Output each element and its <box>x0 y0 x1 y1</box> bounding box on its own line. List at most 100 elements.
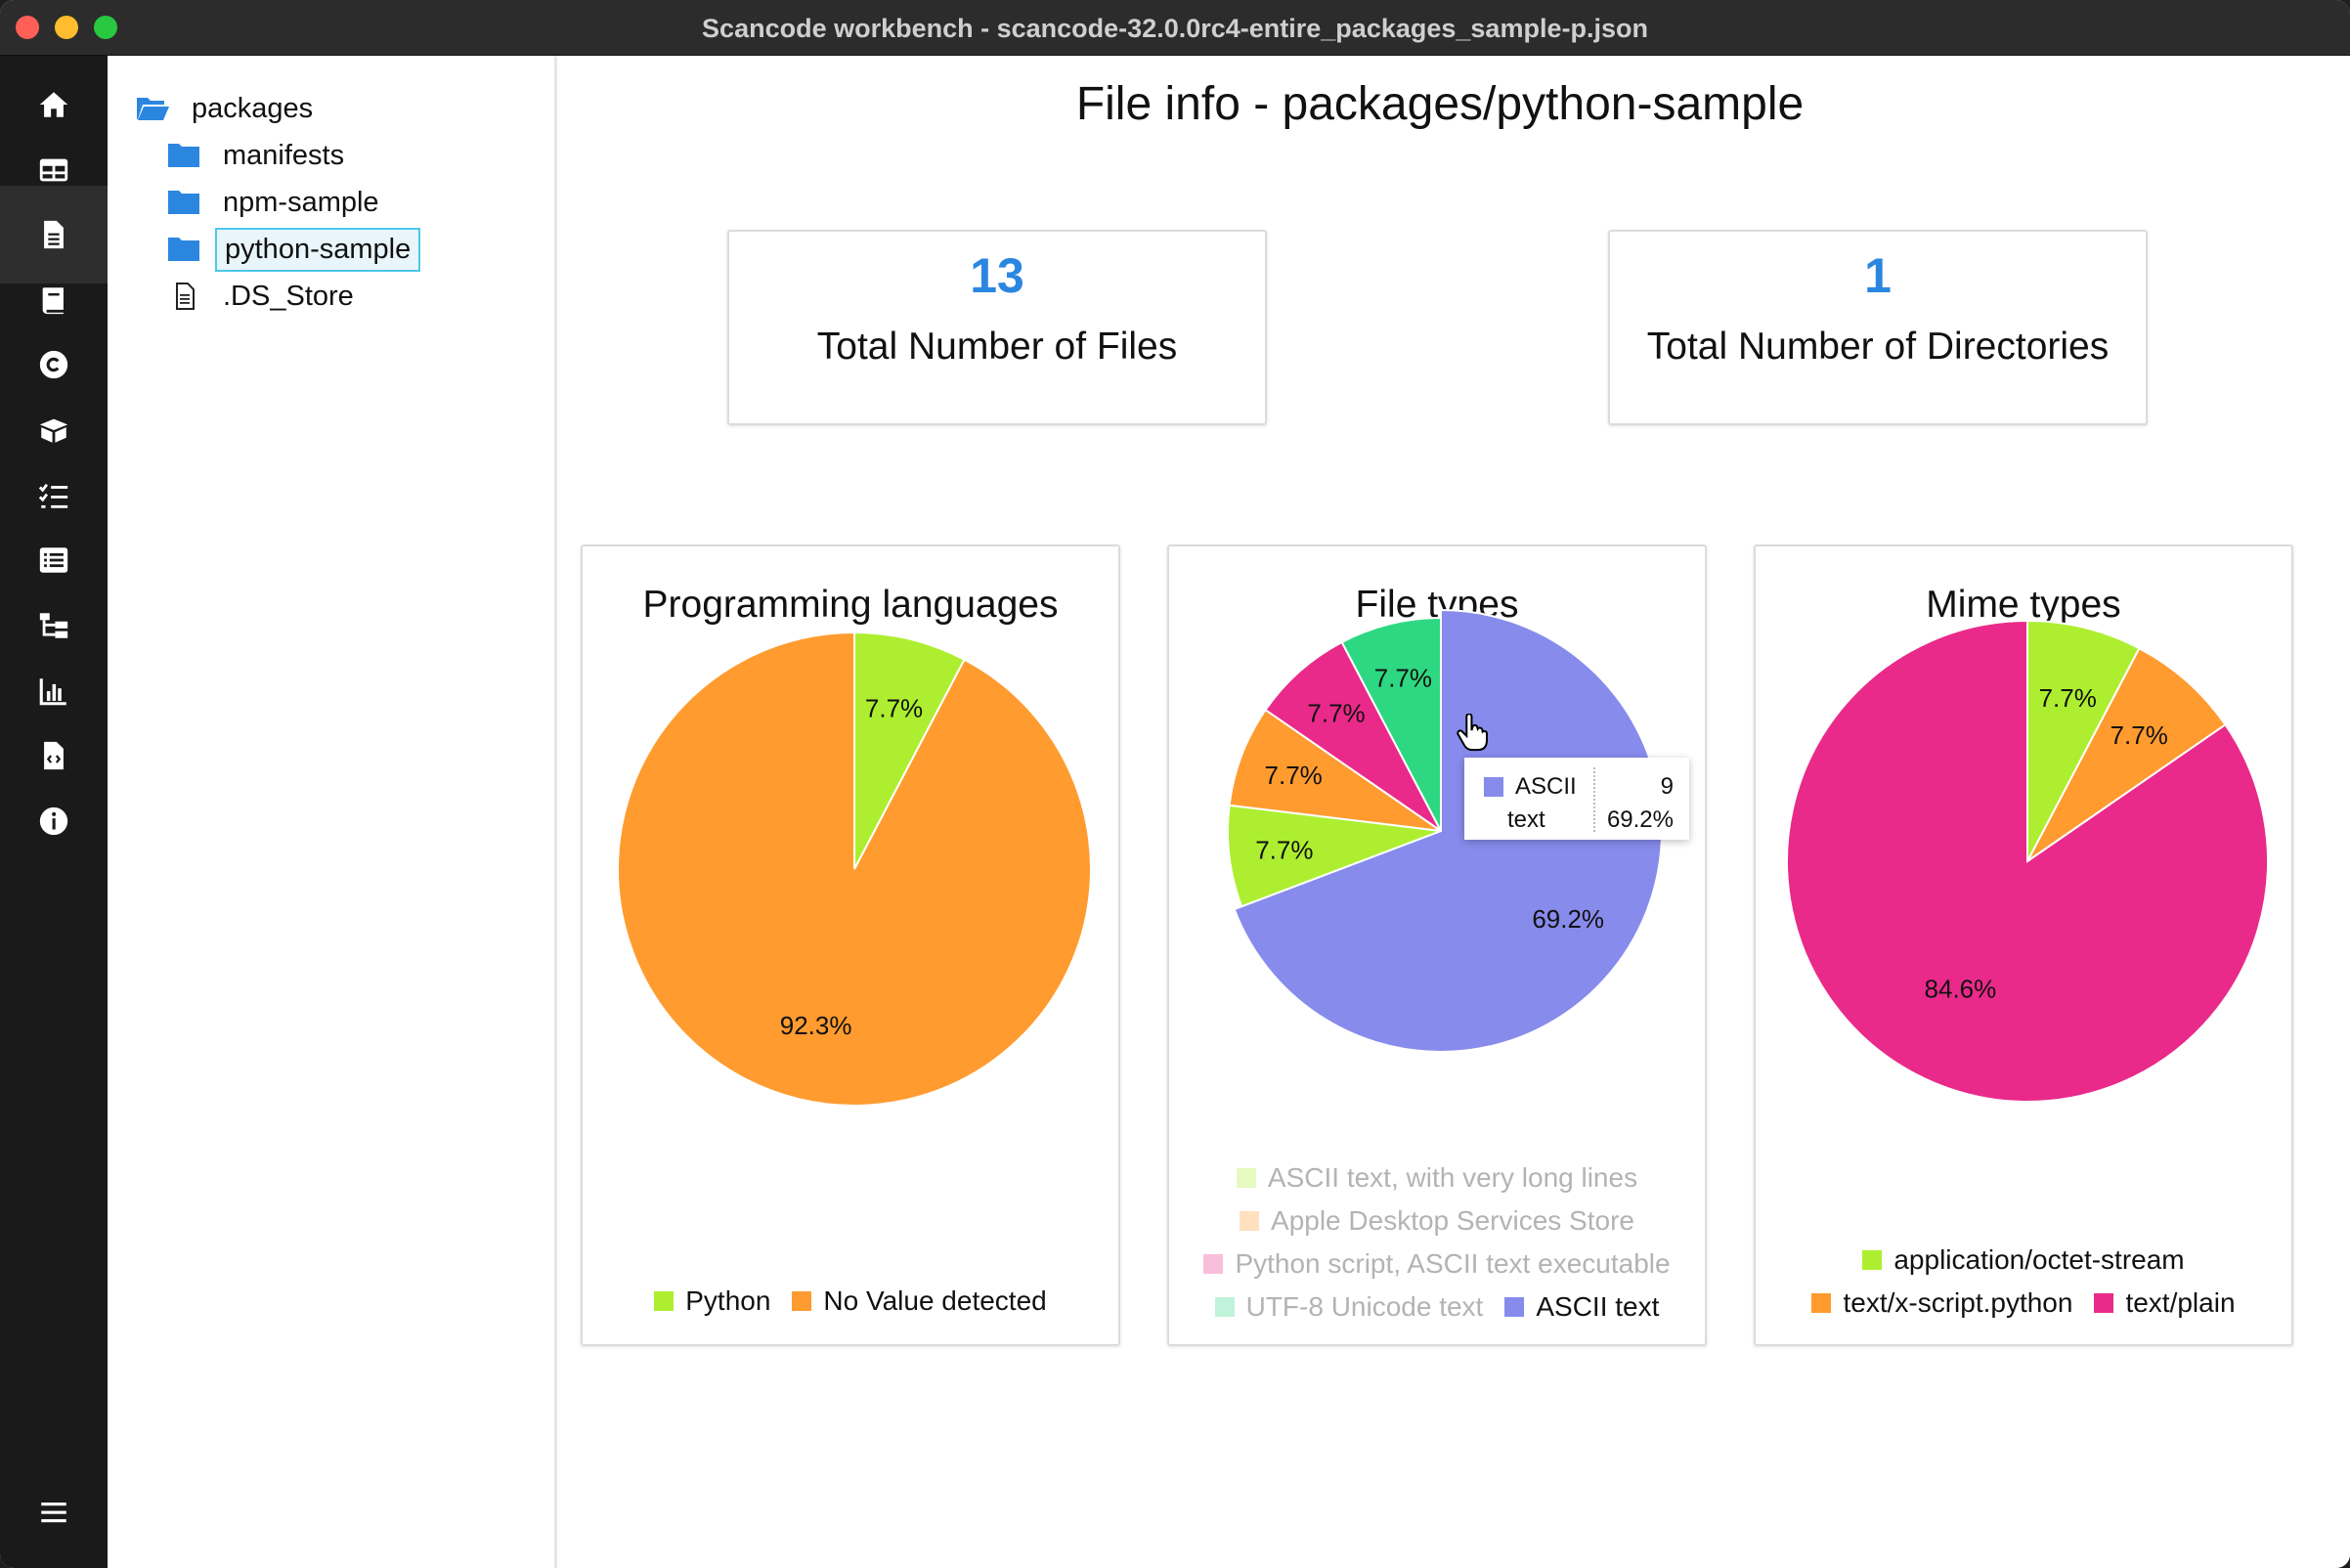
legend-row: text/x-script.python text/plain <box>1756 1287 2291 1319</box>
pie-slice[interactable] <box>1340 616 1442 832</box>
nav-list[interactable] <box>0 511 108 609</box>
legend-item[interactable]: No Value detected <box>792 1285 1047 1317</box>
legend-label: ASCII text, with very long lines <box>1267 1162 1638 1193</box>
tree-item-python-sample[interactable]: python-sample <box>166 227 421 272</box>
tooltip-swatch <box>1484 777 1503 797</box>
file-outline-icon <box>176 283 195 310</box>
nav-checklist[interactable] <box>0 447 108 544</box>
legend-label: text/x-script.python <box>1843 1287 2073 1318</box>
pie-chart-file-types: 69.2% 7.7% 7.7% 7.7% 7.7% <box>1227 608 1663 1053</box>
checklist-icon <box>38 483 68 508</box>
chart-card-programming-languages: Programming languages 92.3% 7.7% Python No… <box>581 544 1120 1346</box>
slice-percent-label: 84.6% <box>1925 975 1997 1004</box>
slice-percent-label: 7.7% <box>1307 698 1365 727</box>
legend-row: Python No Value detected <box>583 1285 1118 1317</box>
legend-item[interactable]: ASCII text <box>1504 1291 1659 1323</box>
pie-chart-mime-types: 84.6% 7.7% 7.7% <box>1786 619 2269 1103</box>
slice-percent-label: 7.7% <box>865 694 923 723</box>
legend-item[interactable]: Python script, ASCII text executable <box>1203 1248 1671 1280</box>
tree-label: manifests <box>223 139 345 171</box>
copyright-icon <box>39 350 68 379</box>
slice-percent-label: 69.2% <box>1532 904 1604 934</box>
legend-item[interactable]: text/x-script.python <box>1811 1287 2072 1319</box>
chart-title: Programming languages <box>642 584 1059 626</box>
legend-label: text/plain <box>2125 1287 2236 1318</box>
nav-about[interactable] <box>0 772 108 870</box>
window-title: Scancode workbench - scancode-32.0.0rc4-… <box>702 14 1648 43</box>
home-icon <box>39 92 68 117</box>
tree-label: .DS_Store <box>223 280 354 312</box>
page-title: File info - packages/python-sample <box>1075 78 1805 130</box>
folder-icon <box>168 238 199 261</box>
tooltip-label-line1: ASCII <box>1515 773 1577 800</box>
nav-menu[interactable] <box>0 1463 108 1561</box>
legend-row: UTF-8 Unicode text ASCII text <box>1169 1291 1705 1323</box>
nav-charts[interactable] <box>0 642 108 740</box>
legend-label: Python script, ASCII text executable <box>1235 1248 1671 1279</box>
legend-swatch <box>1214 1297 1235 1317</box>
legend-label: Python <box>685 1285 771 1316</box>
legend-label: UTF-8 Unicode text <box>1245 1291 1484 1322</box>
legend-swatch <box>1203 1254 1224 1274</box>
tree-item-npm-sample[interactable]: npm-sample <box>166 181 387 224</box>
file-code-icon <box>44 741 64 770</box>
slice-percent-label: 92.3% <box>780 1011 852 1040</box>
stat-card-files: 13 Total Number of Files <box>727 230 1267 425</box>
stat-label: Total Number of Files <box>816 326 1178 368</box>
pie-slice[interactable] <box>1264 640 1442 832</box>
legend-swatch <box>792 1291 812 1311</box>
legend-item[interactable]: Apple Desktop Services Store <box>1240 1205 1634 1237</box>
nav-table-view[interactable] <box>0 121 108 219</box>
nav-tree[interactable] <box>0 577 108 675</box>
chart-tooltip: ASCII text 9 69.2% <box>1464 758 1689 840</box>
table-icon <box>39 158 68 182</box>
nav-file-info[interactable] <box>0 186 108 283</box>
nav-packages[interactable] <box>0 381 108 479</box>
legend-row: Apple Desktop Services Store <box>1169 1205 1705 1237</box>
maximize-window-button[interactable] <box>94 16 117 39</box>
nav-home[interactable] <box>0 56 108 153</box>
pie-slice[interactable] <box>1233 608 1663 1053</box>
chart-card-mime-types: Mime types 84.6% 7.7% 7.7% application/oct… <box>1754 544 2293 1346</box>
file-tree: packages manifests npm-sample python-sam… <box>108 56 557 1568</box>
nav-file-code[interactable] <box>0 707 108 805</box>
package-icon <box>39 418 68 443</box>
legend-label: No Value detected <box>823 1285 1047 1316</box>
legend-row: application/octet-stream <box>1756 1244 2291 1276</box>
tree-item-manifests[interactable]: manifests <box>166 134 352 177</box>
pie-chart-programming-languages: 92.3% 7.7% <box>617 631 1092 1107</box>
slice-percent-label: 7.7% <box>1265 761 1323 790</box>
tree-item-ds-store[interactable]: .DS_Store <box>166 275 362 318</box>
folder-open-icon <box>137 98 169 120</box>
pie-slice[interactable] <box>2026 646 2227 862</box>
legend-swatch <box>1504 1297 1525 1317</box>
minimize-window-button[interactable] <box>55 16 78 39</box>
pie-slice[interactable] <box>853 631 966 870</box>
legend-row: ASCII text, with very long lines <box>1169 1162 1705 1194</box>
chart-title: Mime types <box>1926 584 2121 626</box>
pie-slice[interactable] <box>1228 708 1442 832</box>
legend-item[interactable]: Python <box>654 1285 770 1317</box>
stat-value: 1 <box>1864 248 1892 303</box>
slice-percent-label: 7.7% <box>2039 683 2097 713</box>
legend-item[interactable]: text/plain <box>2094 1287 2236 1319</box>
legend-label: ASCII text <box>1536 1291 1660 1322</box>
nav-copyright[interactable] <box>0 316 108 414</box>
tree-label: packages <box>192 92 314 124</box>
tree-item-packages[interactable]: packages <box>135 87 321 130</box>
menu-icon <box>41 1503 66 1523</box>
bar-chart-icon <box>39 678 66 706</box>
stat-card-directories: 1 Total Number of Directories <box>1608 230 2148 425</box>
close-window-button[interactable] <box>16 16 39 39</box>
legend-item[interactable]: application/octet-stream <box>1862 1244 2185 1276</box>
legend-item[interactable]: ASCII text, with very long lines <box>1236 1162 1638 1194</box>
nav-licenses[interactable] <box>0 251 108 349</box>
slice-percent-label: 7.7% <box>1374 663 1432 692</box>
tooltip-label-line2: text <box>1507 806 1545 833</box>
tree-icon <box>39 613 68 638</box>
legend-item[interactable]: UTF-8 Unicode text <box>1214 1291 1484 1323</box>
pie-slice[interactable] <box>2026 619 2141 862</box>
folder-icon <box>168 191 199 214</box>
pie-slice[interactable] <box>1227 804 1442 908</box>
